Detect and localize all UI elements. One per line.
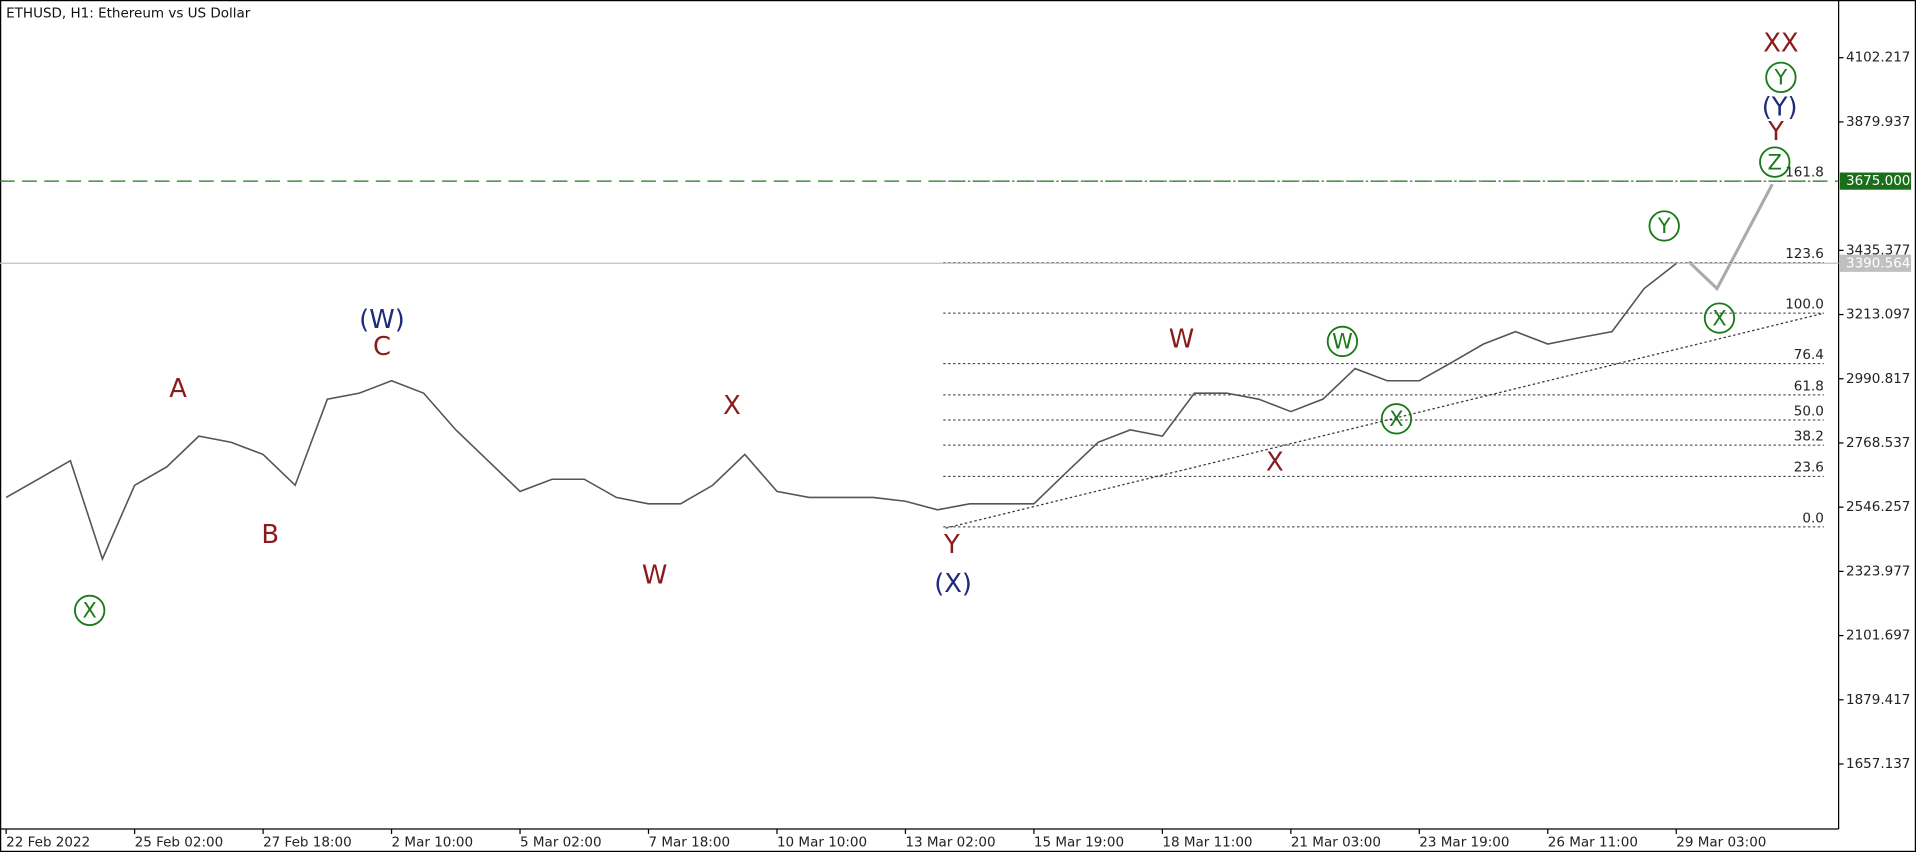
y-tick-label: 2990.817 [1846,371,1910,387]
last-price-tag [1839,254,1912,272]
x-tick-label: 7 Mar 18:00 [648,835,730,851]
wave-circle [1759,146,1791,178]
fib-label: 23.6 [1794,460,1824,476]
y-tick-label: 2323.977 [1846,563,1910,579]
y-tick-label: 2768.537 [1846,435,1910,451]
wave-label: B [261,520,279,550]
y-tick-label: 4102.217 [1846,50,1910,66]
wave-label: (X) [934,569,972,599]
wave-label: Y [1774,66,1788,90]
x-tick-label: 22 Feb 2022 [6,835,90,851]
y-tick-label: 1879.417 [1846,692,1910,708]
wave-label: X [723,391,741,421]
wave-circle [1703,302,1736,334]
fib-label: 38.2 [1794,429,1824,445]
wave-label: X [83,599,97,623]
wave-label: XX [1763,29,1798,59]
wave-label: Z [1768,150,1782,174]
x-tick-label: 13 Mar 02:00 [905,835,995,851]
x-tick-label: 10 Mar 10:00 [777,835,867,851]
wave-label: W [642,561,668,591]
fib-label: 76.4 [1794,347,1824,363]
wave-circle [1648,210,1680,242]
fib-label: 161.8 [1785,165,1824,181]
x-tick-label: 27 Feb 18:00 [263,835,352,851]
x-tick-label: 25 Feb 02:00 [135,835,224,851]
level-label: 3675.000 [1846,173,1910,189]
price-line [5,262,1677,562]
wave-label: W [1332,330,1353,354]
x-tick-label: 15 Mar 19:00 [1034,835,1124,851]
fib-label: 0.0 [1802,510,1823,526]
y-tick-label: 1657.137 [1846,756,1910,772]
last-price-label: 3390.564 [1846,255,1910,271]
x-tick-label: 21 Mar 03:00 [1291,835,1381,851]
wave-label: Y [1657,214,1671,238]
fib-label: 50.0 [1794,403,1824,419]
wave-circle [1380,403,1413,435]
x-tick-label: 2 Mar 10:00 [392,835,474,851]
x-tick-label: 23 Mar 19:00 [1419,835,1509,851]
y-tick-label: 2101.697 [1846,628,1910,644]
y-tick-label: 3435.377 [1846,242,1910,258]
y-tick-label: 3879.937 [1846,114,1910,130]
wave-label: C [373,332,391,362]
wave-label: W [1169,325,1195,355]
level-tag [1839,172,1912,190]
chart-title: ETHUSD, H1: Ethereum vs US Dollar [6,6,251,22]
wave-label: X [1266,448,1284,478]
wave-circle [1326,325,1359,358]
wave-label: (Y) [1762,93,1798,123]
wave-label: Y [1767,117,1784,147]
wave-label: X [1712,306,1726,330]
y-tick-label: 3213.097 [1846,307,1910,323]
wave-circle [1765,61,1797,94]
projection [1687,183,1774,292]
y-tick-label: 2546.257 [1846,499,1910,515]
fib-label: 61.8 [1794,378,1824,394]
wave-label: A [169,374,187,404]
wave-circle [74,594,106,627]
x-tick-label: 29 Mar 03:00 [1676,835,1766,851]
wave-label: Y [943,530,960,560]
trend-line [945,312,1825,529]
x-tick-label: 5 Mar 02:00 [520,835,602,851]
wave-label: X [1389,407,1403,431]
x-tick-label: 26 Mar 11:00 [1548,835,1638,851]
fib-label: 123.6 [1785,246,1824,262]
x-tick-label: 18 Mar 11:00 [1162,835,1252,851]
wave-label: (W) [359,305,405,335]
fib-label: 100.0 [1785,297,1824,313]
